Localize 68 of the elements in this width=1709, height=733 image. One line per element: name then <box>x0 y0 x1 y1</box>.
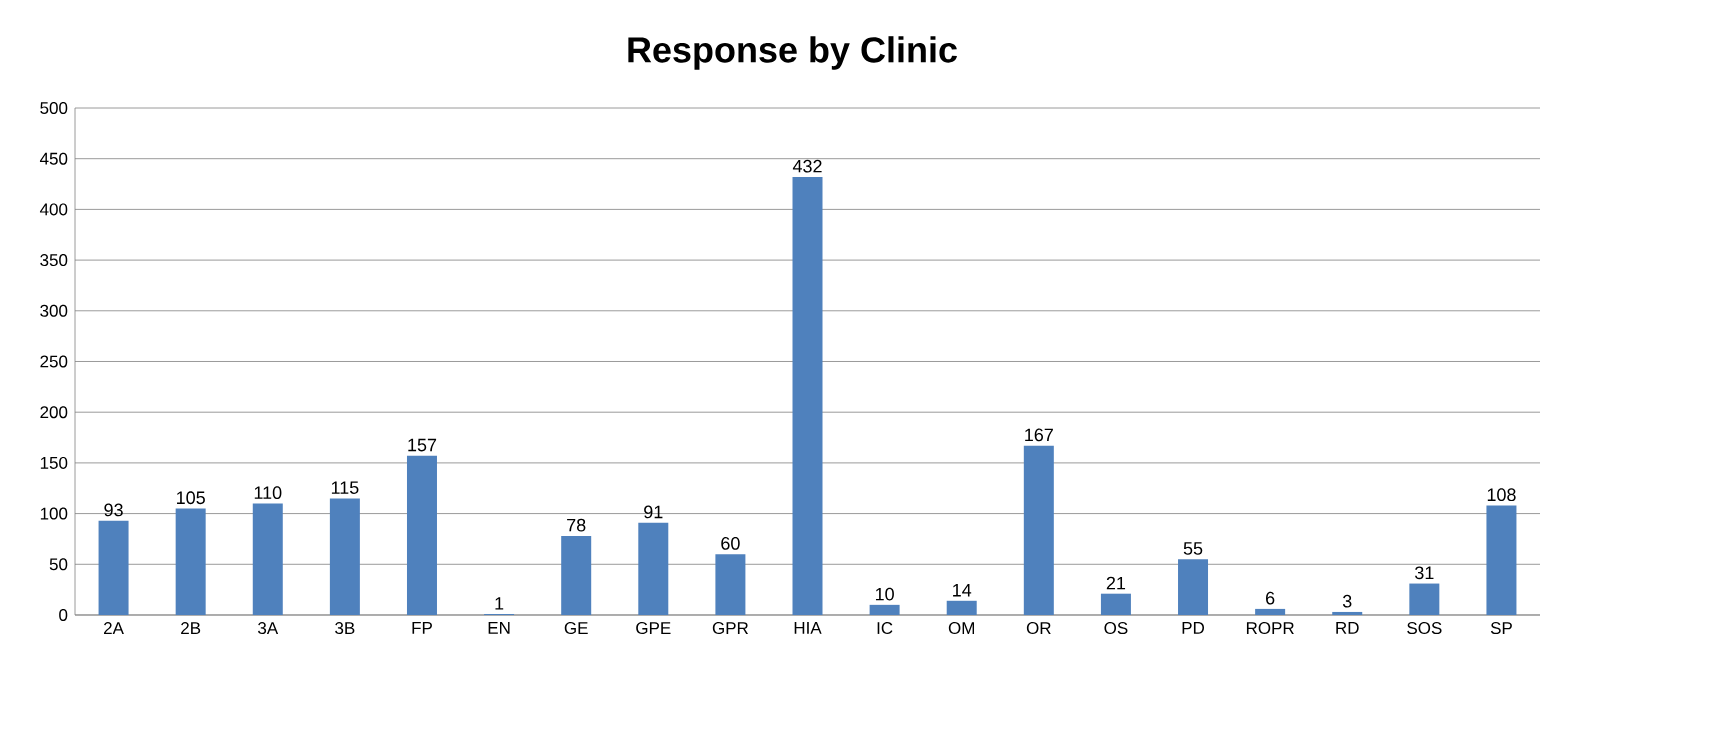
bar <box>1409 583 1440 615</box>
bar <box>406 455 437 615</box>
y-tick-label: 250 <box>40 355 68 368</box>
x-tick-label: OS <box>1104 622 1128 635</box>
y-tick-label: 350 <box>40 254 68 267</box>
chart-title: Response by Clinic <box>628 36 957 70</box>
data-label: 167 <box>1025 428 1053 442</box>
bar <box>638 522 669 615</box>
y-tick-label: 50 <box>49 558 68 571</box>
data-label: 105 <box>177 491 205 505</box>
x-tick-label: OM <box>948 622 975 635</box>
data-label: 31 <box>1415 566 1434 580</box>
y-tick-label: 500 <box>40 102 68 115</box>
x-tick-label: SP <box>1490 622 1512 635</box>
x-tick-label: OR <box>1026 622 1051 635</box>
data-label: 10 <box>875 587 894 601</box>
data-label: 3 <box>1342 594 1352 608</box>
x-tick-label: GPR <box>712 622 749 635</box>
bar <box>1178 559 1209 615</box>
bar <box>329 498 360 615</box>
data-label: 91 <box>644 505 663 519</box>
bar <box>1332 611 1363 615</box>
bar <box>1486 505 1517 615</box>
x-tick-label: 3A <box>258 622 279 635</box>
y-tick-label: 200 <box>40 406 68 419</box>
y-tick-label: 100 <box>40 507 68 520</box>
data-label: 110 <box>254 486 282 500</box>
data-label: 14 <box>953 584 972 597</box>
bar <box>561 535 592 615</box>
x-tick-label: GE <box>564 622 588 635</box>
bar <box>175 508 206 615</box>
bar <box>1023 445 1054 615</box>
y-tick-label: 300 <box>40 304 68 317</box>
data-label: 1 <box>495 597 504 610</box>
x-tick-label: 3B <box>335 622 355 635</box>
x-tick-label: RD <box>1336 622 1359 634</box>
data-label: 108 <box>1487 488 1516 502</box>
bar <box>869 604 900 615</box>
bar <box>946 600 977 615</box>
x-tick-label: HIA <box>794 622 822 634</box>
y-tick-label: 0 <box>59 608 68 621</box>
x-tick-label: SOS <box>1407 622 1442 635</box>
data-label: 432 <box>792 159 822 173</box>
bar <box>792 176 823 615</box>
data-label: 55 <box>1183 542 1203 555</box>
x-tick-label: IC <box>877 622 893 635</box>
bar <box>252 503 283 615</box>
x-tick-label: ROPR <box>1246 622 1294 635</box>
y-tick-label: 150 <box>40 456 68 469</box>
bar <box>715 554 746 615</box>
x-tick-label: GPE <box>636 622 671 635</box>
data-label: 60 <box>721 536 740 550</box>
x-tick-label: 2B <box>181 622 201 634</box>
bar <box>1255 608 1286 615</box>
x-tick-label: PD <box>1182 622 1205 634</box>
y-tick-label: 450 <box>39 152 68 165</box>
x-tick-label: 2A <box>104 622 124 634</box>
bar <box>1100 593 1131 615</box>
bar <box>98 520 129 615</box>
x-tick-label: FP <box>412 622 432 634</box>
data-label: 21 <box>1106 576 1126 590</box>
data-label: 78 <box>567 518 586 532</box>
data-label: 93 <box>104 503 123 517</box>
data-label: 115 <box>331 481 359 494</box>
data-label: 157 <box>408 438 437 452</box>
y-tick-label: 400 <box>39 203 68 216</box>
data-label: 6 <box>1266 591 1275 605</box>
x-tick-label: EN <box>488 622 510 634</box>
